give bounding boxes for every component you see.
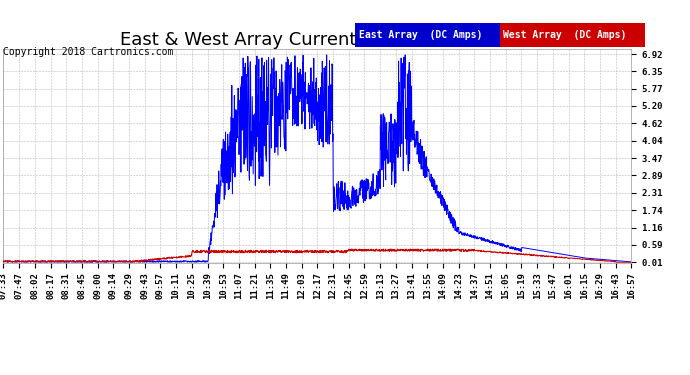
Title: East & West Array Current Sat Feb 10 17:10: East & West Array Current Sat Feb 10 17:…: [120, 31, 515, 49]
Text: Copyright 2018 Cartronics.com: Copyright 2018 Cartronics.com: [3, 47, 174, 57]
Text: East Array  (DC Amps): East Array (DC Amps): [359, 30, 482, 40]
Text: West Array  (DC Amps): West Array (DC Amps): [504, 30, 627, 40]
